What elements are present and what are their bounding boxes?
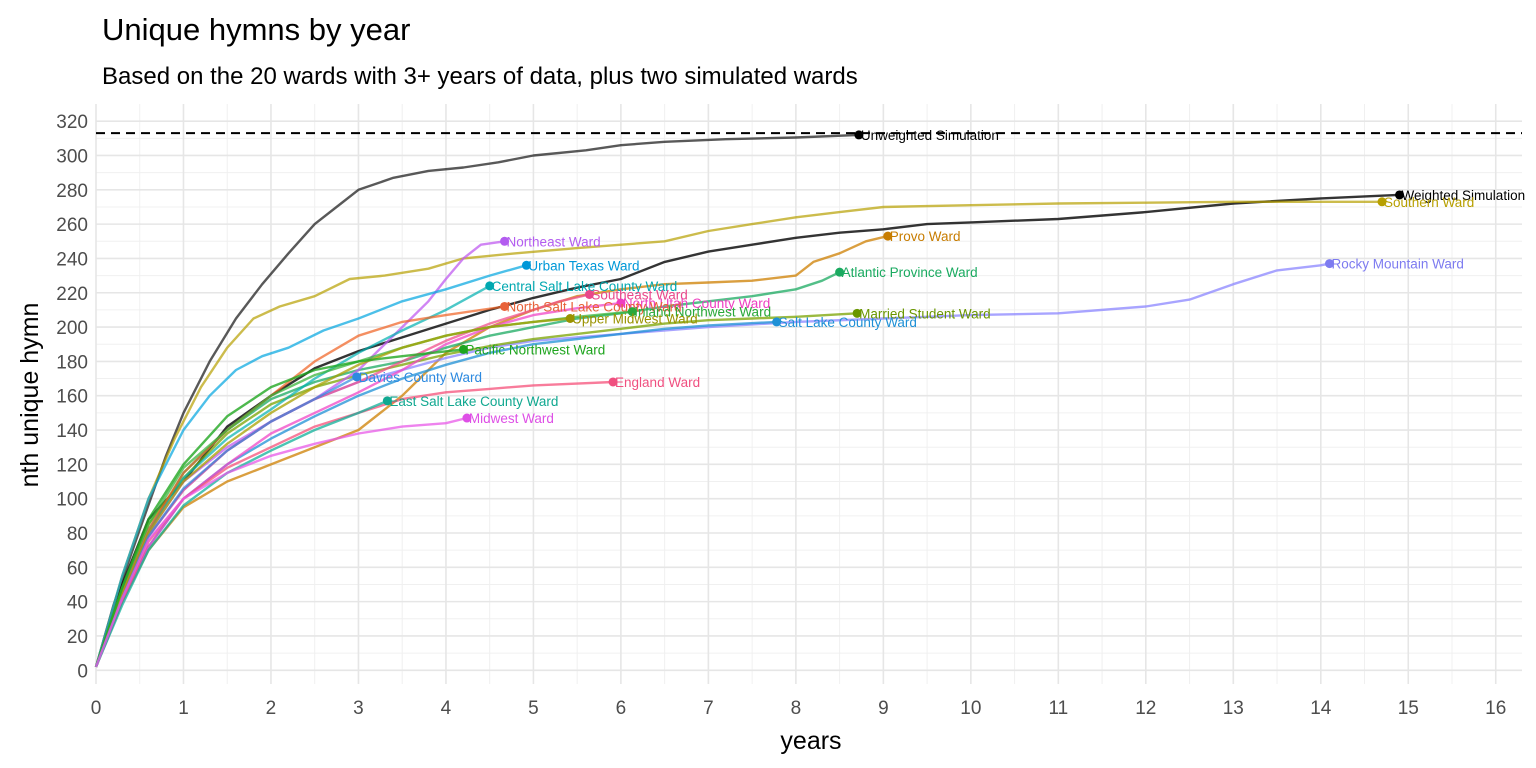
y-tick-label: 300 xyxy=(56,146,88,167)
y-tick-label: 0 xyxy=(77,661,88,682)
series-label: North Salt Lake County Ward xyxy=(507,299,682,314)
x-tick-label: 0 xyxy=(91,698,102,719)
series-end-point xyxy=(883,231,893,241)
series-line xyxy=(94,312,858,668)
series-label: Northeast Ward xyxy=(507,234,601,249)
y-tick-label: 320 xyxy=(56,112,88,133)
series-line xyxy=(94,416,468,668)
series-end-point xyxy=(616,298,626,308)
series-line xyxy=(94,234,888,668)
x-axis-ticks: 0 1 2 3 4 5 6 7 8 9 10 11 12 13 14 15 16 xyxy=(91,698,1507,719)
y-tick-label: 140 xyxy=(56,421,88,442)
series-lines xyxy=(94,133,1400,668)
x-tick-label: 15 xyxy=(1398,698,1419,719)
series-label: Pacific Northwest Ward xyxy=(465,342,605,357)
chart-subtitle: Based on the 20 wards with 3+ years of d… xyxy=(102,63,858,90)
series-end-point xyxy=(458,344,468,354)
series-end-point xyxy=(565,313,575,323)
series-end-point xyxy=(500,236,510,246)
series-label: Married Student Ward xyxy=(859,306,991,321)
series-end-point xyxy=(1395,190,1405,200)
x-tick-label: 2 xyxy=(266,698,277,719)
x-tick-label: 8 xyxy=(791,698,802,719)
series-label: East Salt Lake County Ward xyxy=(389,394,558,409)
y-axis-title: nth unique hymn xyxy=(16,303,44,488)
series-label: Southeast Ward xyxy=(591,287,687,302)
series-end-point xyxy=(382,396,392,406)
x-tick-label: 14 xyxy=(1310,698,1332,719)
series-end-point xyxy=(835,267,845,277)
series-end-point xyxy=(854,130,864,140)
y-tick-label: 120 xyxy=(56,455,88,476)
series-line xyxy=(94,301,622,668)
y-tick-label: 240 xyxy=(56,249,88,270)
x-tick-label: 1 xyxy=(178,698,189,719)
series-label: Weighted Simulation xyxy=(1402,188,1526,203)
y-tick-label: 180 xyxy=(56,352,88,373)
y-tick-label: 40 xyxy=(67,593,88,614)
series-line xyxy=(94,133,859,668)
series-label: Urban Texas Ward xyxy=(528,258,639,273)
series-end-point xyxy=(521,260,531,270)
y-axis-ticks: 0 20 40 60 80 100 120 140 160 180 200 220 240 260 280 3… xyxy=(56,112,88,682)
series-label: Rocky Mountain Ward xyxy=(1332,257,1464,272)
series-end-point xyxy=(772,317,782,327)
x-tick-label: 3 xyxy=(353,698,364,719)
x-tick-label: 16 xyxy=(1485,698,1506,719)
series-end-point xyxy=(1325,259,1335,269)
series-label: Davies County Ward xyxy=(359,370,482,385)
series-end-point xyxy=(485,281,495,291)
y-tick-label: 260 xyxy=(56,215,88,236)
series-line xyxy=(94,193,1400,668)
x-tick-label: 4 xyxy=(441,698,452,719)
series-label: Midwest Ward xyxy=(469,411,554,426)
series-line xyxy=(94,284,491,668)
x-tick-label: 12 xyxy=(1135,698,1156,719)
y-tick-label: 100 xyxy=(56,490,88,511)
y-tick-label: 280 xyxy=(56,181,88,202)
series-line xyxy=(94,317,571,668)
series-label: Central Salt Lake County Ward xyxy=(492,279,678,294)
series-label: Upper Midwest Ward xyxy=(572,311,698,326)
series-end-point xyxy=(852,308,862,318)
series-label: Atlantic Province Ward xyxy=(842,265,978,280)
series-label: Provo Ward xyxy=(890,229,961,244)
y-tick-label: 160 xyxy=(56,387,88,408)
series-label: Salt Lake County Ward xyxy=(779,315,917,330)
x-tick-label: 11 xyxy=(1048,698,1068,719)
series-label: Unweighted Simulation xyxy=(861,128,999,143)
series-end-point xyxy=(500,301,510,311)
y-tick-label: 20 xyxy=(67,627,88,648)
series-end-point xyxy=(1377,197,1387,207)
chart-title: Unique hymns by year xyxy=(102,12,410,47)
y-tick-label: 220 xyxy=(56,284,88,305)
series-end-point xyxy=(608,377,618,387)
series-end-point xyxy=(352,372,362,382)
grid xyxy=(95,104,1522,684)
x-tick-label: 7 xyxy=(703,698,714,719)
series-line xyxy=(94,305,505,668)
y-tick-label: 200 xyxy=(56,318,88,339)
series-line xyxy=(94,348,464,668)
series-line xyxy=(94,264,527,668)
x-tick-label: 9 xyxy=(878,698,889,719)
series-line xyxy=(94,200,1382,668)
x-axis-title: years xyxy=(780,727,841,755)
x-tick-label: 10 xyxy=(960,698,981,719)
x-tick-label: 13 xyxy=(1223,698,1244,719)
series-end-point xyxy=(462,413,472,423)
x-tick-label: 5 xyxy=(528,698,539,719)
series-label: North Utah County Ward xyxy=(623,296,770,311)
x-tick-label: 6 xyxy=(616,698,627,719)
y-tick-label: 60 xyxy=(67,558,88,579)
series-end-point xyxy=(584,289,594,299)
series-label: Southern Ward xyxy=(1384,195,1474,210)
series-labels: Unweighted Simulation Weighted Simulation… xyxy=(352,128,1525,426)
y-tick-label: 80 xyxy=(67,524,88,545)
series-line xyxy=(94,375,358,668)
series-end-point xyxy=(627,307,637,317)
series-label: England Ward xyxy=(615,375,700,390)
series-label: Inland Northwest Ward xyxy=(634,305,771,320)
